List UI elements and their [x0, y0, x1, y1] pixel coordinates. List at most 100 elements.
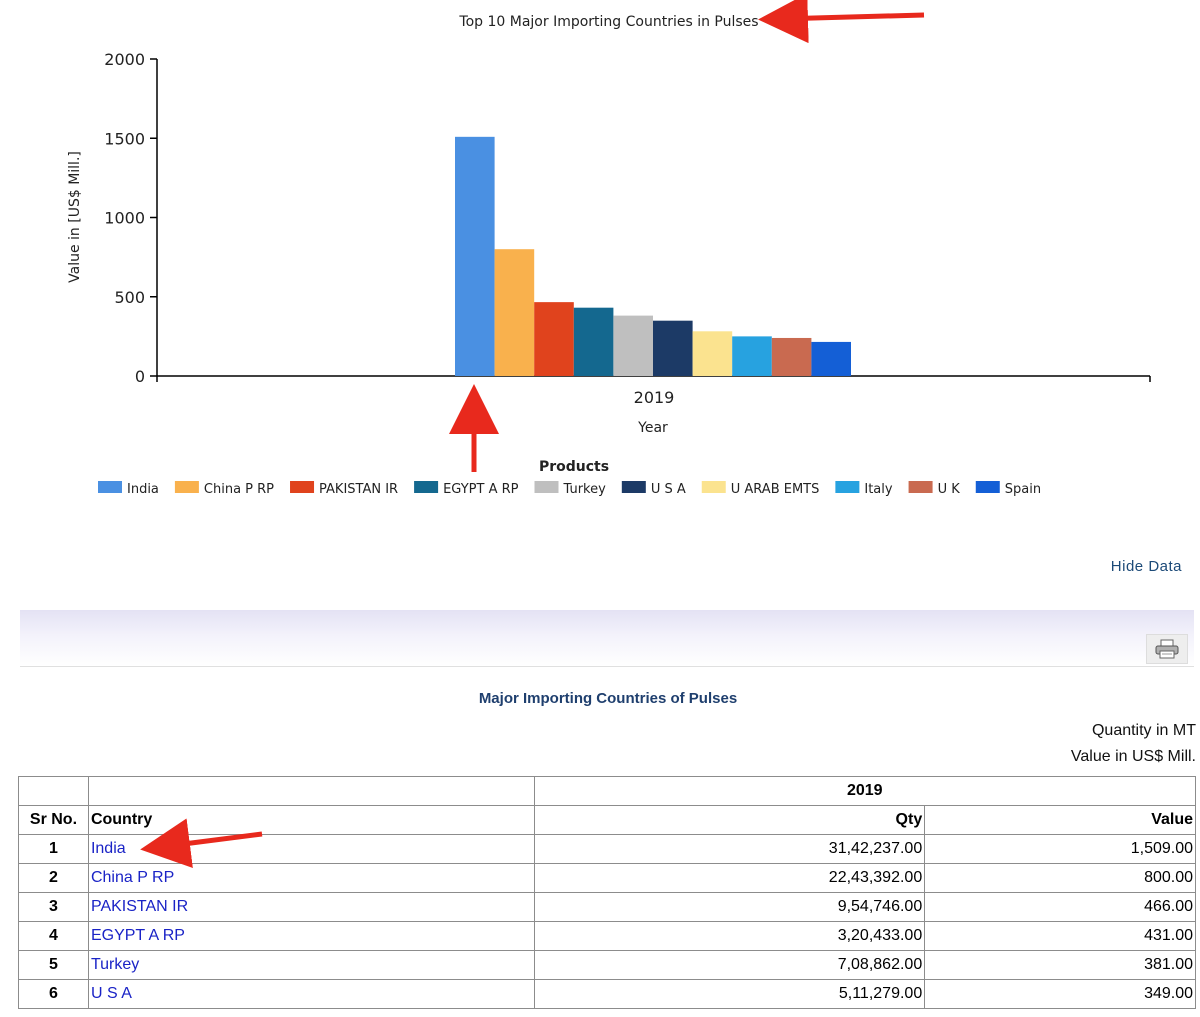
legend-title: Products — [539, 459, 609, 475]
legend-swatch — [701, 481, 726, 493]
legend-label: Spain — [1005, 482, 1041, 497]
legend-swatch — [835, 481, 860, 493]
bar-u-k — [771, 337, 812, 376]
legend-label: Turkey — [563, 482, 607, 497]
legend-label: Italy — [864, 482, 893, 497]
table-row: 3 PAKISTAN IR 9,54,746.00 466.00 — [18, 892, 1196, 922]
legend-label: China P RP — [204, 482, 274, 497]
bar-chart: Top 10 Major Importing Countries in Puls… — [67, 0, 1151, 497]
table-column-header-row: Sr No. Country Qty Value — [18, 805, 1196, 835]
y-tick-label: 500 — [114, 288, 145, 307]
legend-item: India — [98, 481, 159, 497]
table-row: 2 China P RP 22,43,392.00 800.00 — [18, 863, 1196, 893]
country-link[interactable]: PAKISTAN IR — [90, 898, 189, 915]
bar-spain — [811, 341, 851, 376]
bar-china-p-rp — [494, 249, 535, 376]
sr-no-cell: 6 — [18, 979, 89, 1009]
bar-italy — [732, 336, 772, 376]
chart-area: Top 10 Major Importing Countries in Puls… — [67, 0, 1151, 497]
header-blank-sr — [18, 776, 89, 806]
hide-data-link[interactable]: Hide Data — [1110, 558, 1182, 575]
country-cell: U S A — [87, 979, 535, 1009]
bar-u-s-a — [653, 320, 693, 376]
report-title: Major Importing Countries of Pulses — [478, 690, 738, 707]
annotation-arrow-title — [758, 0, 925, 44]
legend-swatch — [975, 481, 1000, 493]
sr-no-header: Sr No. — [18, 805, 89, 835]
legend-label: EGYPT A RP — [443, 482, 519, 497]
legend-label: U S A — [651, 482, 686, 497]
country-link[interactable]: China P RP — [90, 869, 175, 886]
sr-no-cell: 5 — [18, 950, 89, 980]
y-tick-label: 0 — [135, 367, 145, 386]
table-row: 5 Turkey 7,08,862.00 381.00 — [18, 950, 1196, 980]
country-cell: Turkey — [87, 950, 535, 980]
sr-no-cell: 4 — [18, 921, 89, 951]
legend-item: PAKISTAN IR — [290, 481, 398, 497]
x-tick-label: 2019 — [634, 388, 675, 407]
bar-egypt-a-rp — [573, 307, 614, 376]
bar-pakistan-ir — [534, 302, 574, 376]
bar-group — [455, 136, 851, 376]
legend-swatch — [621, 481, 646, 493]
qty-header: Qty — [533, 805, 926, 835]
country-link[interactable]: Turkey — [90, 956, 140, 973]
quantity-unit-note: Quantity in MT — [1091, 722, 1196, 739]
country-cell: China P RP — [87, 863, 535, 893]
qty-cell: 5,11,279.00 — [533, 979, 926, 1009]
value-cell: 466.00 — [924, 892, 1196, 922]
report-toolbar — [20, 610, 1194, 667]
bar-india — [455, 136, 495, 376]
legend-swatch — [414, 481, 439, 493]
x-axis-title: Year — [637, 420, 668, 436]
value-cell: 381.00 — [924, 950, 1196, 980]
legend-label: U ARAB EMTS — [731, 482, 820, 497]
country-cell: PAKISTAN IR — [87, 892, 535, 922]
legend-item: U S A — [621, 481, 686, 497]
country-header: Country — [87, 805, 535, 835]
legend-item: EGYPT A RP — [414, 481, 519, 497]
country-cell: India — [87, 834, 535, 864]
qty-cell: 22,43,392.00 — [533, 863, 926, 893]
country-link[interactable]: U S A — [90, 985, 132, 1002]
y-tick-label: 1500 — [104, 129, 145, 148]
qty-cell: 3,20,433.00 — [533, 921, 926, 951]
legend-swatch — [534, 481, 559, 493]
legend-label: U K — [938, 482, 961, 497]
y-axis: 0 500 1000 1500 2000 — [104, 50, 1151, 386]
bar-u-arab-emts — [692, 331, 733, 376]
legend-item: China P RP — [174, 481, 274, 497]
chart-title: Top 10 Major Importing Countries in Puls… — [458, 14, 758, 30]
sr-no-cell: 3 — [18, 892, 89, 922]
qty-cell: 31,42,237.00 — [533, 834, 926, 864]
legend-item: Spain — [975, 481, 1041, 497]
country-link[interactable]: India — [90, 840, 126, 857]
bar-turkey — [613, 315, 653, 376]
table-row: 6 U S A 5,11,279.00 349.00 — [18, 979, 1196, 1009]
sr-no-cell: 2 — [18, 863, 89, 893]
y-tick-label: 2000 — [104, 50, 145, 69]
legend-swatch — [290, 481, 315, 493]
value-header: Value — [924, 805, 1196, 835]
table-row: 4 EGYPT A RP 3,20,433.00 431.00 — [18, 921, 1196, 951]
value-cell: 1,509.00 — [924, 834, 1196, 864]
qty-cell: 7,08,862.00 — [533, 950, 926, 980]
printer-icon — [1155, 639, 1179, 659]
value-unit-note: Value in US$ Mill. — [1070, 748, 1196, 765]
country-link[interactable]: EGYPT A RP — [90, 927, 185, 944]
value-cell: 349.00 — [924, 979, 1196, 1009]
table-row: 1 India 31,42,237.00 1,509.00 — [18, 834, 1196, 864]
importing-countries-table: 2019 Sr No. Country Qty Value 1 India 31… — [18, 776, 1197, 1009]
value-cell: 800.00 — [924, 863, 1196, 893]
print-button[interactable] — [1146, 634, 1188, 664]
legend-swatch — [174, 481, 199, 493]
legend-item: Turkey — [534, 481, 607, 497]
value-cell: 431.00 — [924, 921, 1196, 951]
table-year-header-row: 2019 — [18, 776, 1197, 806]
legend-label: PAKISTAN IR — [319, 482, 398, 497]
legend-swatch — [908, 481, 933, 493]
legend-swatch — [98, 481, 122, 493]
header-blank-country — [87, 776, 535, 806]
legend-item: U K — [908, 481, 961, 497]
sr-no-cell: 1 — [18, 834, 89, 864]
